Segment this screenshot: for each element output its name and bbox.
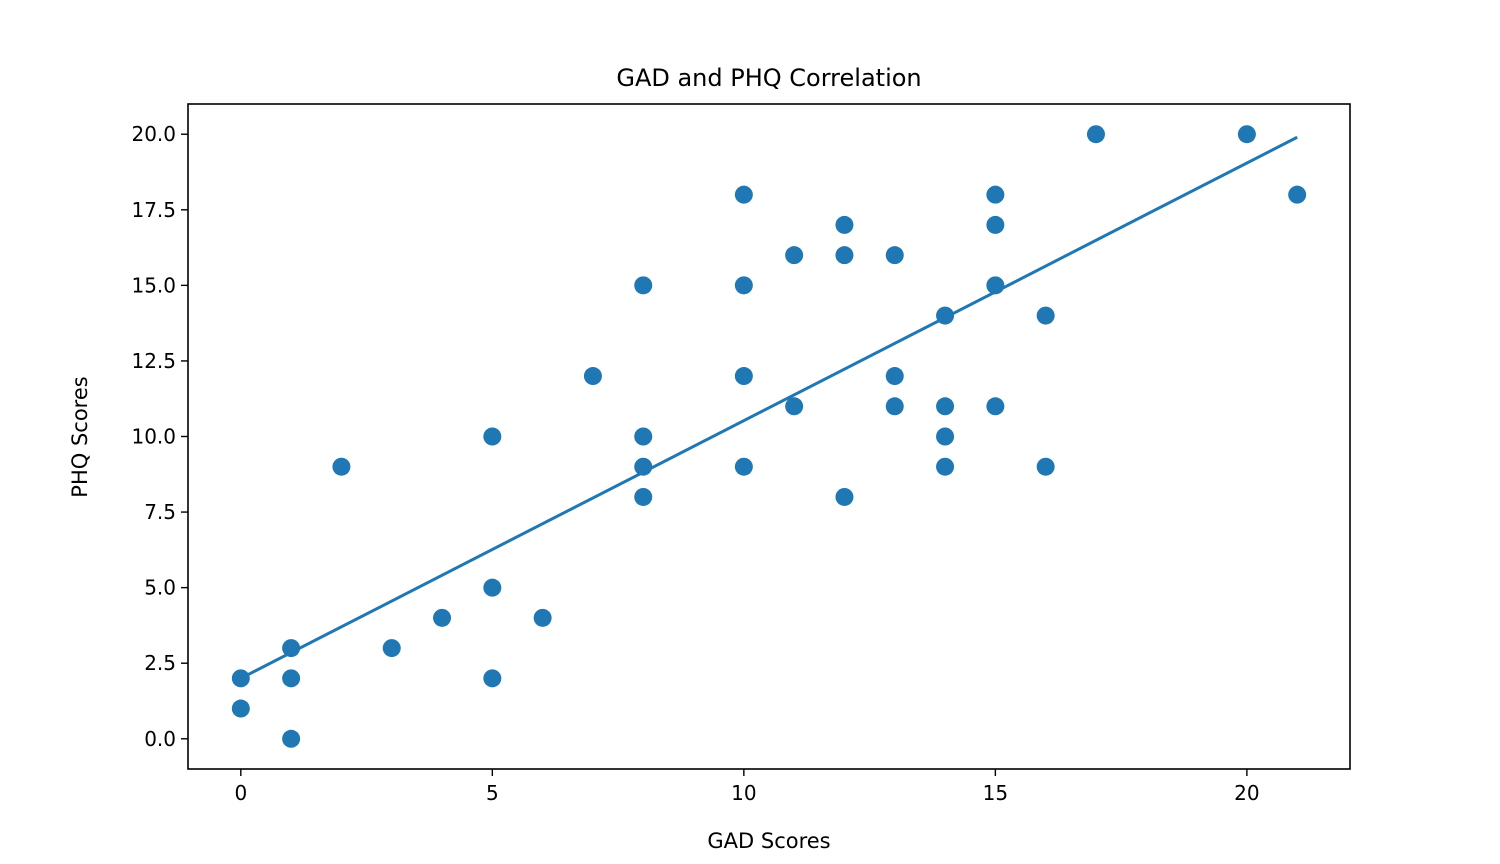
x-tick-label: 15: [983, 781, 1008, 805]
scatter-point: [1237, 125, 1256, 144]
scatter-point: [734, 367, 753, 386]
scatter-point: [734, 276, 753, 295]
x-axis-ticks: 0 5 10 15 20: [234, 769, 1260, 805]
scatter-point: [634, 276, 653, 295]
y-tick-label: 17.5: [131, 198, 176, 222]
x-tick-label: 20: [1234, 781, 1259, 805]
scatter-point: [433, 608, 452, 627]
x-tick-label: 5: [486, 781, 499, 805]
scatter-point: [986, 397, 1005, 416]
scatter-point: [483, 427, 502, 446]
scatter-point: [835, 246, 854, 265]
scatter-point: [936, 397, 955, 416]
scatter-point: [1036, 306, 1055, 325]
y-axis-label: PHQ Scores: [68, 376, 92, 497]
scatter-point: [382, 639, 401, 658]
scatter-point: [785, 397, 804, 416]
y-tick-label: 10.0: [131, 425, 176, 449]
y-tick-label: 5.0: [144, 576, 176, 600]
y-tick-label: 15.0: [131, 273, 176, 297]
y-axis-ticks: 0.0 2.5 5.0 7.5 10.0 12.5 15.0 17.5 20.0: [131, 122, 188, 751]
scatter-point: [282, 729, 301, 748]
trend-line: [240, 135, 1298, 680]
scatter-point: [1086, 125, 1105, 144]
scatter-point: [282, 669, 301, 688]
x-tick-label: 10: [731, 781, 756, 805]
y-tick-label: 2.5: [144, 651, 176, 675]
x-tick-label: 0: [234, 781, 247, 805]
scatter-point: [332, 457, 351, 476]
scatter-point: [282, 639, 301, 658]
y-tick-label: 12.5: [131, 349, 176, 373]
scatter-point: [936, 427, 955, 446]
y-tick-label: 20.0: [131, 122, 176, 146]
scatter-point: [835, 487, 854, 506]
scatter-point: [483, 578, 502, 597]
scatter-point: [734, 457, 753, 476]
scatter-point: [634, 487, 653, 506]
scatter-point: [583, 367, 602, 386]
x-axis-label: GAD Scores: [707, 829, 830, 853]
scatter-point: [885, 367, 904, 386]
scatter-point: [835, 215, 854, 234]
scatter-point: [634, 427, 653, 446]
plot-frame: [187, 103, 1351, 770]
chart-title: GAD and PHQ Correlation: [616, 64, 921, 92]
scatter-point: [986, 215, 1005, 234]
y-tick-label: 0.0: [144, 727, 176, 751]
scatter-point: [785, 246, 804, 265]
y-tick-label: 7.5: [144, 500, 176, 524]
scatter-point: [885, 397, 904, 416]
scatter-point: [533, 608, 552, 627]
scatter-point: [231, 699, 250, 718]
scatter-point: [885, 246, 904, 265]
scatter-point: [1288, 185, 1307, 204]
scatter-point: [734, 185, 753, 204]
plot-area: [231, 125, 1307, 748]
scatter-point: [936, 457, 955, 476]
scatter-point: [1036, 457, 1055, 476]
scatter-point: [986, 185, 1005, 204]
scatter-point: [483, 669, 502, 688]
